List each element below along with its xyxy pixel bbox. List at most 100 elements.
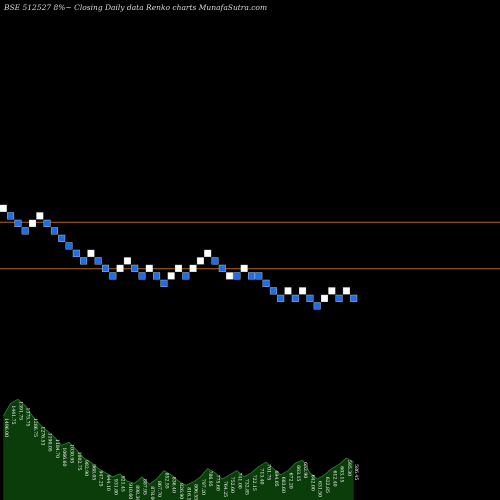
chart-title: BSE 512527 8%~ Closing Daily data Renko … [3, 3, 267, 12]
volume-label-6: 1276.53 [39, 426, 45, 445]
volume-label-7: 1190.05 [47, 433, 53, 452]
volume-label-42: 652.90 [302, 462, 308, 478]
renko-brick-12 [80, 257, 88, 265]
volume-label-9: 1066.60 [61, 447, 67, 466]
volume-label-4: 1375.75 [25, 408, 31, 427]
renko-brick-48 [342, 287, 350, 295]
volume-label-43: 642.00 [309, 475, 315, 491]
volume-label-37: 701.75 [266, 464, 272, 480]
renko-brick-31 [218, 264, 226, 272]
volume-label-1: 1496.00 [3, 418, 9, 437]
renko-brick-5 [29, 219, 37, 227]
volume-label-12: 982.90 [83, 460, 89, 476]
renko-brick-25 [174, 264, 182, 272]
renko-brick-28 [196, 257, 204, 265]
volume-label-45: 622.85 [324, 477, 330, 493]
volume-label-31: 764.25 [222, 481, 228, 497]
renko-brick-36 [255, 272, 263, 280]
volume-label-16: 931.80 [112, 479, 118, 495]
renko-brick-22 [153, 272, 161, 280]
renko-brick-23 [160, 279, 168, 287]
renko-brick-24 [167, 272, 175, 280]
reference-lines [0, 221, 500, 270]
volume-label-32: 752.60 [229, 477, 235, 493]
renko-brick-43 [306, 294, 314, 302]
volume-label-15: 944.10 [105, 475, 111, 491]
renko-brick-35 [247, 272, 255, 280]
renko-brick-49 [350, 294, 358, 302]
volume-area [3, 399, 354, 500]
renko-brick-1 [0, 204, 7, 212]
volume-label-27: 806.55 [193, 484, 199, 500]
renko-brick-10 [65, 242, 73, 250]
volume-label-23: 852.55 [163, 473, 169, 489]
renko-brick-14 [94, 257, 102, 265]
volume-label-21: 878.00 [149, 486, 155, 500]
volume-label-18: 910.60 [127, 483, 133, 499]
renko-brick-4 [21, 227, 29, 235]
volume-label-2: 1441.75 [10, 405, 16, 424]
volume-label-17: 921.45 [120, 476, 126, 492]
volume-label-24: 836.40 [171, 477, 177, 493]
volume-line [2, 398, 354, 486]
volume-label-30: 775.60 [215, 475, 221, 491]
renko-brick-45 [321, 294, 329, 302]
renko-brick-37 [262, 279, 270, 287]
volume-label-8: 1184.70 [54, 439, 60, 458]
volume-label-20: 887.95 [142, 479, 148, 495]
volume-label-36: 713.40 [258, 468, 264, 484]
renko-brick-15 [101, 264, 109, 272]
volume-label-39: 683.60 [280, 477, 286, 493]
renko-bricks [0, 204, 358, 310]
renko-brick-2 [7, 212, 15, 220]
renko-brick-42 [299, 287, 307, 295]
renko-brick-7 [43, 219, 51, 227]
renko-brick-46 [328, 287, 336, 295]
renko-brick-13 [87, 249, 95, 257]
volume-label-25: 826.90 [178, 483, 184, 499]
renko-brick-17 [116, 264, 124, 272]
volume-label-22: 867.70 [156, 481, 162, 497]
renko-brick-6 [36, 212, 44, 220]
renko-brick-16 [109, 272, 117, 280]
renko-brick-11 [72, 249, 80, 257]
renko-brick-27 [189, 264, 197, 272]
renko-brick-41 [291, 294, 299, 302]
volume-label-28: 797.20 [200, 479, 206, 495]
volume-label-44: 631.50 [317, 481, 323, 497]
renko-brick-40 [284, 287, 292, 295]
renko-brick-20 [138, 272, 146, 280]
renko-brick-34 [240, 264, 248, 272]
renko-brick-3 [14, 219, 22, 227]
volume-panel [2, 398, 354, 500]
volume-label-40: 672.20 [288, 473, 294, 489]
renko-brick-33 [233, 272, 241, 280]
renko-brick-8 [50, 227, 58, 235]
volume-label-14: 947.25 [98, 471, 104, 487]
volume-label-13: 968.05 [90, 464, 96, 480]
renko-brick-30 [211, 257, 219, 265]
renko-brick-44 [313, 302, 321, 310]
renko-brick-21 [145, 264, 153, 272]
renko-brick-47 [335, 294, 343, 302]
volume-label-5: 1286.75 [32, 418, 38, 437]
renko-brick-29 [204, 249, 212, 257]
volume-label-38: 694.05 [273, 471, 279, 487]
renko-brick-18 [123, 257, 131, 265]
volume-label-11: 1002.75 [76, 452, 82, 471]
volume-label-19: 898.30 [134, 485, 140, 500]
volume-label-34: 732.85 [244, 479, 250, 495]
volume-label-10: 1030.95 [69, 444, 75, 463]
renko-brick-39 [277, 294, 285, 302]
volume-label-33: 741.00 [236, 473, 242, 489]
volume-label-41: 663.15 [295, 465, 301, 481]
volume-label-3: 1391.75 [17, 401, 23, 420]
renko-brick-9 [58, 234, 66, 242]
volume-label-35: 722.15 [251, 475, 257, 491]
volume-label-29: 786.95 [207, 471, 213, 487]
renko-brick-26 [182, 272, 190, 280]
renko-brick-38 [269, 287, 277, 295]
renko-brick-19 [131, 264, 139, 272]
